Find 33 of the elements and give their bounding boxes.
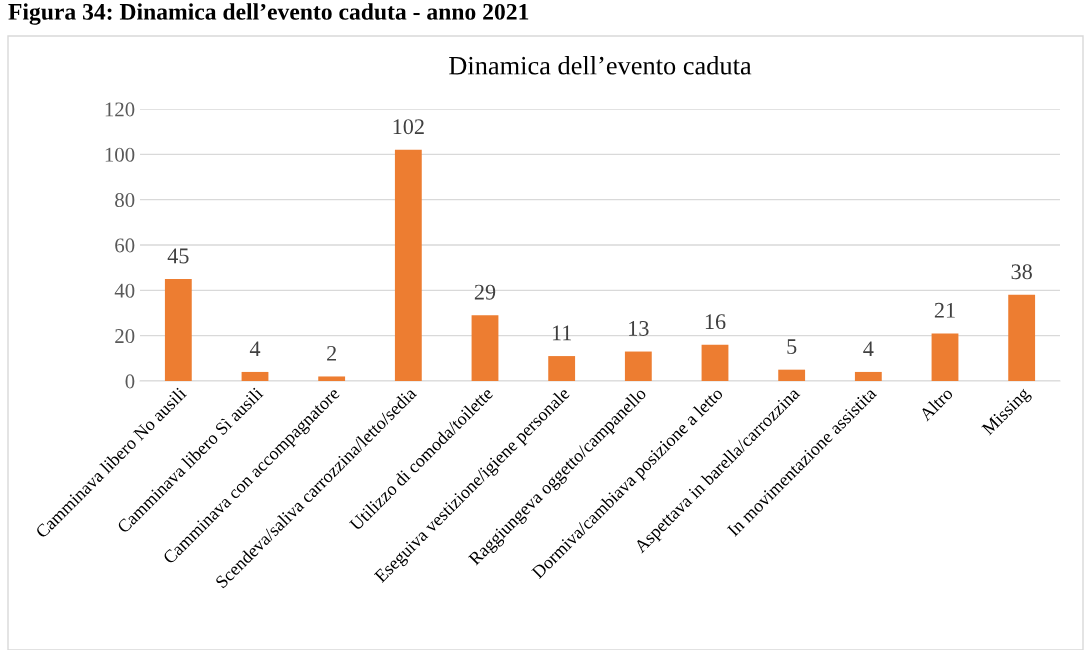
y-tick-label: 40 <box>114 283 135 298</box>
chart-title: Dinamica dell’evento caduta <box>449 56 752 75</box>
data-label: 4 <box>863 341 874 357</box>
data-label: 21 <box>934 302 955 318</box>
y-tick-label: 20 <box>115 329 135 344</box>
bar <box>854 371 882 381</box>
data-label: 5 <box>787 339 797 355</box>
data-label: 45 <box>167 248 189 264</box>
bar <box>931 333 959 381</box>
data-label: 13 <box>629 320 649 336</box>
bar <box>471 315 499 381</box>
bar <box>394 149 422 381</box>
data-label: 16 <box>705 314 726 330</box>
bar <box>548 356 576 381</box>
data-label: 102 <box>393 119 424 135</box>
bar <box>1008 294 1036 381</box>
y-tick-label: 0 <box>125 374 135 389</box>
bar <box>318 376 346 381</box>
text: Figura 34: Dinamica dell’evento caduta - anno 2021 <box>8 3 529 25</box>
data-label: 11 <box>552 325 572 341</box>
data-label: 38 <box>1011 264 1032 280</box>
y-tick-label: 60 <box>115 238 135 253</box>
data-label: 2 <box>327 345 336 361</box>
y-tick-label: 80 <box>115 193 135 208</box>
bar <box>164 279 192 381</box>
y-tick-label: 120 <box>105 102 135 117</box>
bar <box>241 371 269 381</box>
bar <box>778 369 806 381</box>
y-tick-label: 100 <box>105 147 135 162</box>
bar <box>624 351 652 381</box>
data-label: 29 <box>474 284 496 300</box>
data-label: 4 <box>249 341 261 357</box>
bar <box>701 344 729 381</box>
